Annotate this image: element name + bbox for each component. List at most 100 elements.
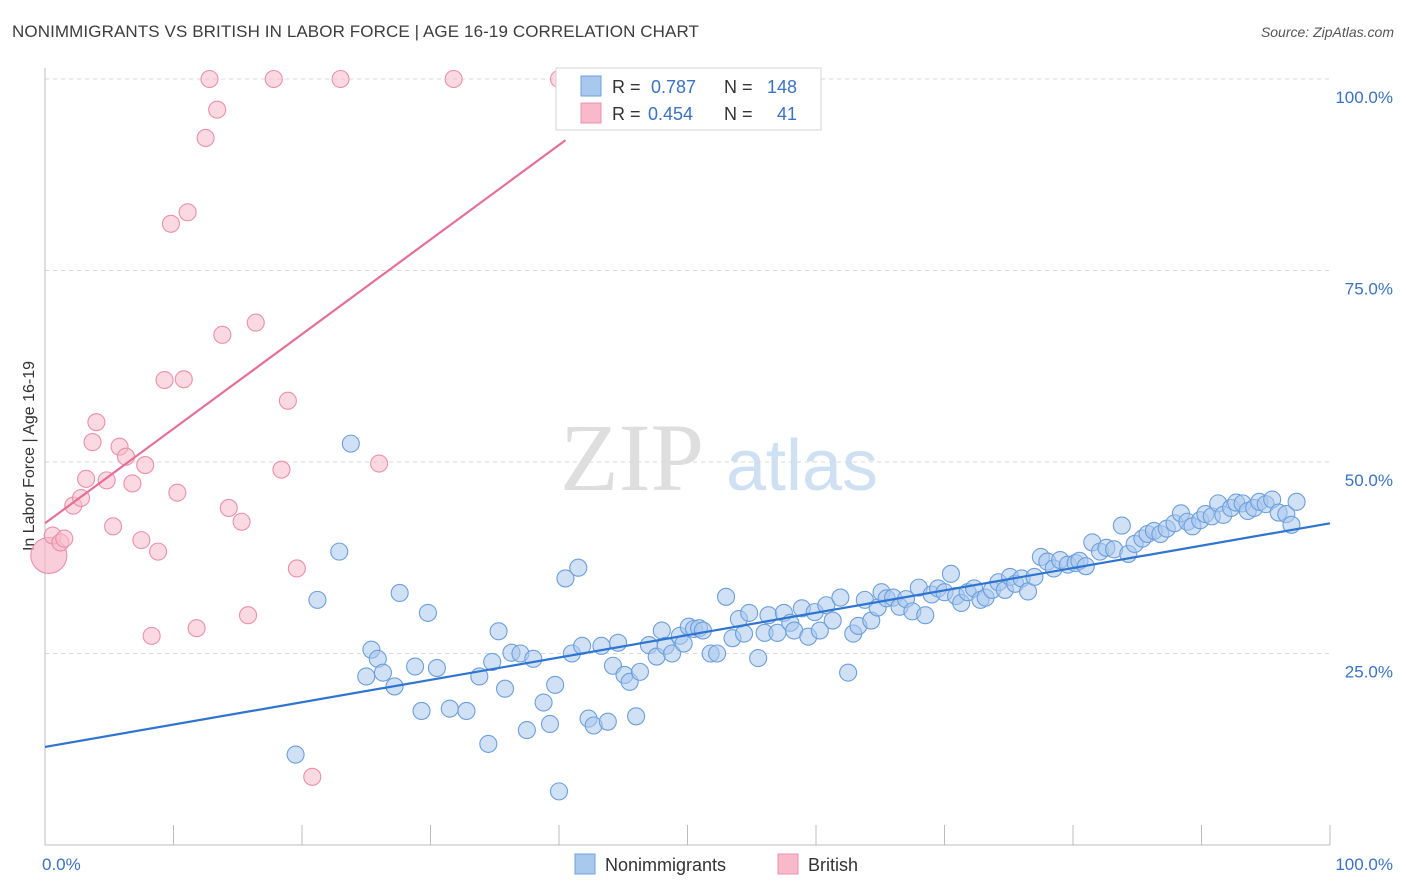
british-point [149, 542, 168, 561]
nonimmigrants-point [330, 542, 349, 561]
watermark-atlas: atlas [726, 426, 878, 506]
nonimmigrants-point [630, 662, 650, 681]
nonimmigrants-point [716, 587, 736, 606]
y-axis-label: In Labor Force | Age 16-19 [21, 361, 38, 551]
nonimmigrants-point [941, 564, 960, 583]
british-point [200, 69, 219, 89]
british-point [196, 128, 215, 148]
correlation-legend: R = 0.787 N = 148 R = 0.454 N = 41 [555, 67, 822, 131]
nonimmigrants-point [373, 663, 393, 682]
legend-n-value-1: 41 [777, 104, 797, 124]
british-point [287, 559, 306, 578]
nonimmigrants-point [524, 649, 543, 668]
gridlines [45, 78, 1330, 654]
axes [44, 68, 1331, 846]
british-point [272, 460, 291, 479]
nonimmigrants-point [440, 699, 459, 718]
legend-n-label-0: N = [724, 77, 753, 97]
nonimmigrants-point [749, 649, 768, 668]
british-point [187, 619, 206, 638]
y-tick-labels: 25.0% 50.0% 75.0% 100.0% [1335, 88, 1393, 682]
british-point [278, 391, 297, 410]
nonimmigrants-point [479, 734, 498, 753]
nonimmigrants-point [831, 588, 850, 607]
british-point [174, 370, 193, 389]
y-tick-label: 100.0% [1335, 88, 1393, 107]
british-point [213, 325, 232, 344]
british-point [444, 69, 463, 89]
y-tick-label: 25.0% [1345, 663, 1393, 682]
british-points [30, 69, 569, 786]
nonimmigrants-point [598, 712, 617, 731]
nonimmigrants-point [412, 701, 431, 721]
british-point [370, 454, 389, 473]
x-tick-label: 100.0% [1335, 855, 1393, 874]
nonimmigrants-point [708, 644, 727, 663]
nonimmigrants-point [546, 675, 565, 694]
british-point [77, 469, 96, 488]
nonimmigrants-point [341, 434, 360, 453]
legend-swatch-nonimmigrants [580, 75, 602, 97]
nonimmigrants-point [495, 679, 515, 698]
nonimmigrants-point [556, 569, 575, 588]
british-point [208, 100, 227, 119]
nonimmigrants-point [839, 663, 858, 682]
british-point [238, 606, 258, 625]
nonimmigrants-point [427, 659, 446, 678]
source-label: Source: ZipAtlas.com [1260, 24, 1394, 40]
british-point [132, 531, 151, 550]
british-point [155, 370, 174, 390]
nonimmigrants-point [1112, 516, 1131, 535]
british-point [104, 517, 123, 536]
nonimmigrants-point [406, 657, 425, 676]
nonimmigrants-trend-line [44, 522, 1331, 749]
legend-n-label-1: N = [724, 104, 753, 124]
british-point [161, 214, 180, 233]
x-tick-labels: 0.0% 100.0% [42, 855, 1393, 874]
british-point [83, 433, 102, 452]
british-point [264, 69, 283, 89]
british-point [168, 483, 187, 502]
chart-title: NONIMMIGRANTS VS BRITISH IN LABOR FORCE … [12, 22, 700, 41]
nonimmigrants-point [286, 745, 305, 764]
legend-swatch-british [580, 102, 602, 124]
nonimmigrants-point [810, 621, 829, 640]
nonimmigrants-point [517, 721, 536, 740]
series-legend: Nonimmigrants British [574, 853, 858, 875]
nonimmigrants-point [1025, 567, 1044, 586]
y-tick-label: 50.0% [1345, 471, 1393, 490]
bottom-legend-swatch-nonimmigrants [574, 853, 596, 875]
british-point [97, 471, 116, 490]
nonimmigrants-point [569, 558, 588, 577]
y-tick-label: 75.0% [1345, 280, 1393, 299]
british-point [87, 413, 106, 432]
british-point [303, 767, 322, 786]
legend-r-value-1: 0.454 [648, 104, 693, 124]
nonimmigrants-point [308, 590, 327, 609]
nonimmigrants-point [418, 603, 437, 622]
nonimmigrants-point [483, 652, 502, 671]
x-tick-label: 0.0% [42, 855, 81, 874]
nonimmigrants-point [916, 606, 935, 625]
nonimmigrants-point [734, 624, 754, 643]
trend-lines [44, 139, 1331, 749]
british-point [136, 456, 155, 475]
nonimmigrants-point [663, 644, 682, 663]
nonimmigrants-point [534, 693, 553, 712]
british-point [123, 474, 142, 493]
nonimmigrants-point [652, 621, 671, 640]
british-point [142, 626, 161, 645]
legend-r-value-0: 0.787 [651, 77, 696, 97]
british-point [178, 203, 197, 222]
nonimmigrants-point [489, 622, 508, 641]
nonimmigrants-point [457, 701, 476, 721]
bottom-legend-british: British [808, 855, 858, 875]
legend-n-value-0: 148 [767, 77, 797, 97]
watermark-zip: ZIP [560, 404, 704, 511]
legend-r-label-1: R = [612, 104, 641, 124]
nonimmigrants-point [549, 782, 569, 801]
nonimmigrants-point [740, 603, 759, 622]
british-point [219, 498, 238, 518]
bottom-legend-swatch-british [777, 853, 799, 875]
legend-r-label-0: R = [612, 77, 641, 97]
